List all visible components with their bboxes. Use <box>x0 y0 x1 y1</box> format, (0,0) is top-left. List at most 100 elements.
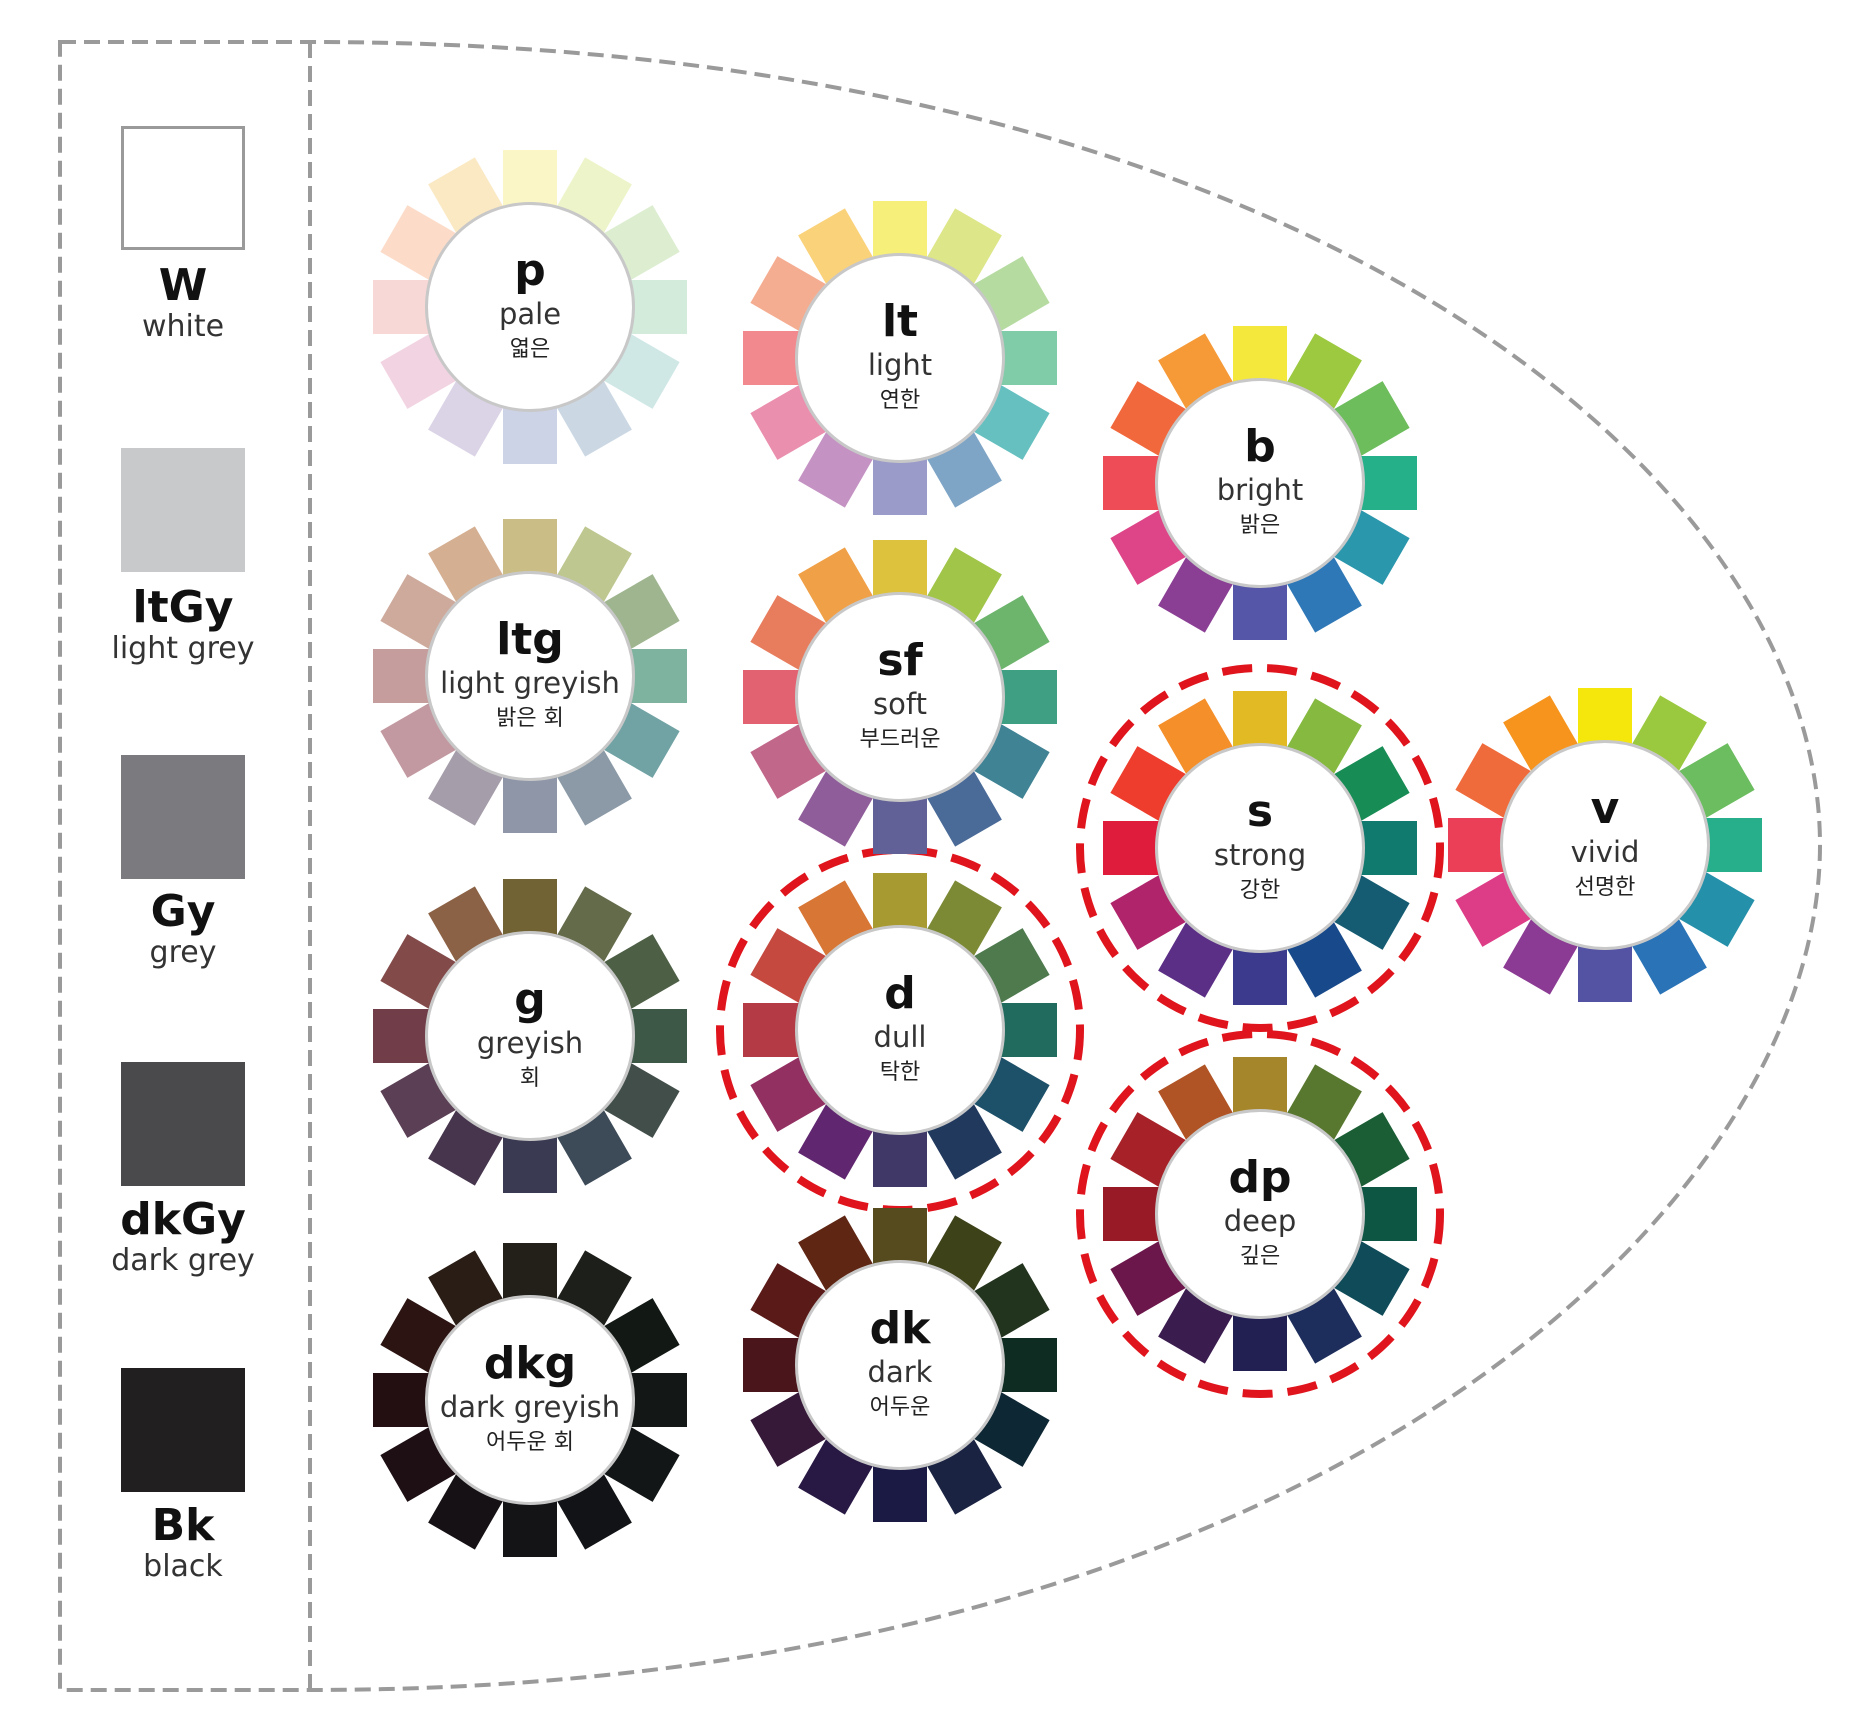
hue-segment <box>873 201 927 259</box>
tone-name: strong <box>1213 838 1307 872</box>
hue-segment <box>1233 1057 1287 1115</box>
tone-wheel-dark: dk dark 어두운 <box>735 1200 1065 1530</box>
hue-segment <box>629 1373 687 1427</box>
tone-wheel-light: lt light 연한 <box>735 193 1065 523</box>
hue-segment <box>1704 818 1762 872</box>
hue-segment <box>629 280 687 334</box>
hue-segment <box>503 1243 557 1301</box>
highlight-ring-dp <box>1076 1030 1444 1398</box>
tone-hub: d dull 탁한 <box>795 925 1005 1135</box>
hue-segment <box>373 649 431 703</box>
tone-wheel-dull: d dull 탁한 <box>735 865 1065 1195</box>
tone-hub: s strong 강한 <box>1155 743 1365 953</box>
tone-korean-name: 어두운 <box>869 1395 931 1420</box>
hue-segment <box>743 670 801 724</box>
hue-segment <box>1578 688 1632 746</box>
hue-segment <box>873 1208 927 1266</box>
hue-segment <box>373 1009 431 1063</box>
tone-name: vivid <box>1570 835 1640 869</box>
hue-segment <box>873 540 927 598</box>
neutral-swatch-grey <box>121 755 245 879</box>
tone-wheel-soft: sf soft 부드러운 <box>735 532 1065 862</box>
neutral-code: ltGy <box>132 582 234 633</box>
tone-korean-name: 어두운 회 <box>486 1430 574 1455</box>
tone-code: v <box>1590 783 1620 834</box>
hue-segment <box>743 331 801 385</box>
hue-segment <box>373 280 431 334</box>
neutral-name: black <box>143 1549 223 1584</box>
tone-wheel-dark-greyish: dkg dark greyish 어두운 회 <box>365 1235 695 1565</box>
tone-name: greyish <box>476 1026 584 1060</box>
tone-code: p <box>514 245 546 296</box>
hue-segment <box>999 331 1057 385</box>
hue-segment <box>1448 818 1506 872</box>
tone-code: dk <box>869 1303 931 1354</box>
neutral-swatch-dark-grey <box>121 1062 245 1186</box>
hue-segment <box>1103 821 1161 875</box>
tone-wheel-pale: p pale 엷은 <box>365 142 695 472</box>
hue-segment <box>503 406 557 464</box>
hue-segment <box>1359 821 1417 875</box>
hue-segment <box>743 1003 801 1057</box>
neutral-label-black: Bk black <box>63 1502 303 1584</box>
tone-hub: dkg dark greyish 어두운 회 <box>425 1295 635 1505</box>
tone-korean-name: 엷은 <box>509 337 551 362</box>
hue-segment <box>873 457 927 515</box>
hue-segment <box>373 1373 431 1427</box>
hue-segment <box>1359 1187 1417 1241</box>
tone-korean-name: 탁한 <box>879 1060 921 1085</box>
neutral-name: dark grey <box>111 1243 255 1278</box>
hue-segment <box>1233 691 1287 749</box>
hue-segment <box>503 1499 557 1557</box>
tone-wheel-vivid: v vivid 선명한 <box>1440 680 1770 1010</box>
hue-segment <box>873 873 927 931</box>
neutral-swatch-light-grey <box>121 448 245 572</box>
neutral-label-light-grey: ltGy light grey <box>63 584 303 666</box>
tone-korean-name: 회 <box>519 1066 541 1091</box>
hue-segment <box>1233 947 1287 1005</box>
neutral-code: W <box>158 260 208 311</box>
tone-wheel-deep: dp deep 깊은 <box>1095 1049 1425 1379</box>
hue-segment <box>873 1129 927 1187</box>
hue-segment <box>503 150 557 208</box>
hue-segment <box>503 879 557 937</box>
hue-segment <box>1103 1187 1161 1241</box>
hue-segment <box>503 519 557 577</box>
hue-segment <box>873 796 927 854</box>
tone-korean-name: 강한 <box>1239 878 1281 903</box>
tone-hub: b bright 밝은 <box>1155 378 1365 588</box>
tone-name: dark <box>867 1355 933 1389</box>
hue-segment <box>629 1009 687 1063</box>
neutral-code: Bk <box>151 1500 215 1551</box>
neutral-label-dark-grey: dkGy dark grey <box>63 1196 303 1278</box>
outer-dashed-boundary <box>58 40 1823 1692</box>
tone-korean-name: 연한 <box>879 388 921 413</box>
highlight-ring-s <box>1076 664 1444 1032</box>
tone-hub: dp deep 깊은 <box>1155 1109 1365 1319</box>
neutral-swatch-white <box>121 126 245 250</box>
tone-hub: ltg light greyish 밝은 회 <box>425 571 635 781</box>
tone-name: dull <box>873 1020 927 1054</box>
hue-segment <box>1233 1313 1287 1371</box>
tone-name: pale <box>498 297 562 331</box>
tone-wheel-light-greyish: ltg light greyish 밝은 회 <box>365 511 695 841</box>
neutral-name: light grey <box>111 631 255 666</box>
neutral-label-white: W white <box>63 262 303 344</box>
hue-segment <box>1233 326 1287 384</box>
tone-korean-name: 밝은 회 <box>496 706 564 731</box>
tone-korean-name: 깊은 <box>1239 1244 1281 1269</box>
hue-segment <box>503 1135 557 1193</box>
tone-name: dark greyish <box>439 1390 621 1424</box>
tone-code: g <box>514 974 546 1025</box>
tone-hub: v vivid 선명한 <box>1500 740 1710 950</box>
hue-segment <box>1103 456 1161 510</box>
tone-hub: g greyish 회 <box>425 931 635 1141</box>
hue-segment <box>1578 944 1632 1002</box>
hue-segment <box>999 1003 1057 1057</box>
tone-code: dp <box>1228 1152 1292 1203</box>
hue-segment <box>873 1464 927 1522</box>
tone-name: light greyish <box>440 666 620 700</box>
hue-segment <box>743 1338 801 1392</box>
tone-korean-name: 부드러운 <box>859 727 941 752</box>
hue-segment <box>999 1338 1057 1392</box>
